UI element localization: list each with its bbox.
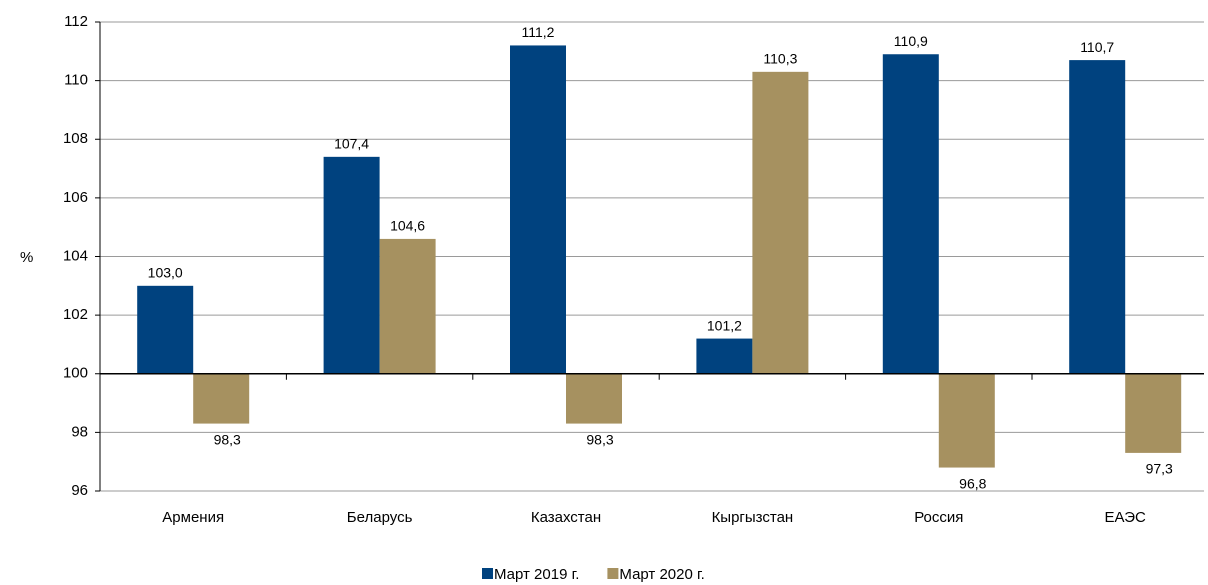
bar [137,285,194,374]
y-tick-label: 110 [64,72,88,89]
data-label: 110,9 [894,33,928,49]
bar [323,156,380,374]
legend-swatch [482,568,493,579]
bar [566,373,622,424]
legend-swatch [607,568,619,579]
x-tick-label: Кыргызстан [712,509,794,526]
x-tick-label: Казахстан [531,509,601,526]
x-tick-label: Россия [914,509,963,526]
y-tick-label: 102 [63,306,88,323]
data-label: 98,3 [214,431,241,447]
data-label: 98,3 [586,431,613,447]
y-tick-label: 96 [71,482,88,499]
bar [696,338,753,374]
y-tick-label: 104 [63,247,88,264]
legend-label: Март 2019 г. [494,566,579,583]
y-tick-label: 106 [63,189,88,206]
x-tick-label: ЕАЭС [1105,509,1146,526]
data-label: 101,2 [707,317,742,333]
data-label: 107,4 [334,136,369,152]
x-tick-label: Армения [162,509,224,526]
data-label: 97,3 [1146,461,1173,477]
bar [938,373,995,468]
data-label: 111,2 [522,24,555,40]
bar [379,238,436,374]
bar [882,54,939,374]
x-tick-label: Беларусь [347,509,413,526]
bar [752,71,809,374]
y-tick-label: 108 [63,130,88,147]
y-axis-label: % [20,249,33,266]
bar [1069,60,1126,374]
y-tick-label: 100 [63,365,88,382]
data-label: 103,0 [148,265,183,281]
data-label: 104,6 [390,218,425,234]
y-tick-label: 112 [64,13,88,30]
bar [510,45,566,374]
data-label: 96,8 [959,475,986,491]
bar [193,373,250,424]
bar [1125,373,1182,453]
legend-label: Март 2020 г. [619,566,704,583]
data-label: 110,3 [763,51,797,67]
data-label: 110,7 [1080,39,1114,55]
y-tick-label: 98 [71,423,88,440]
